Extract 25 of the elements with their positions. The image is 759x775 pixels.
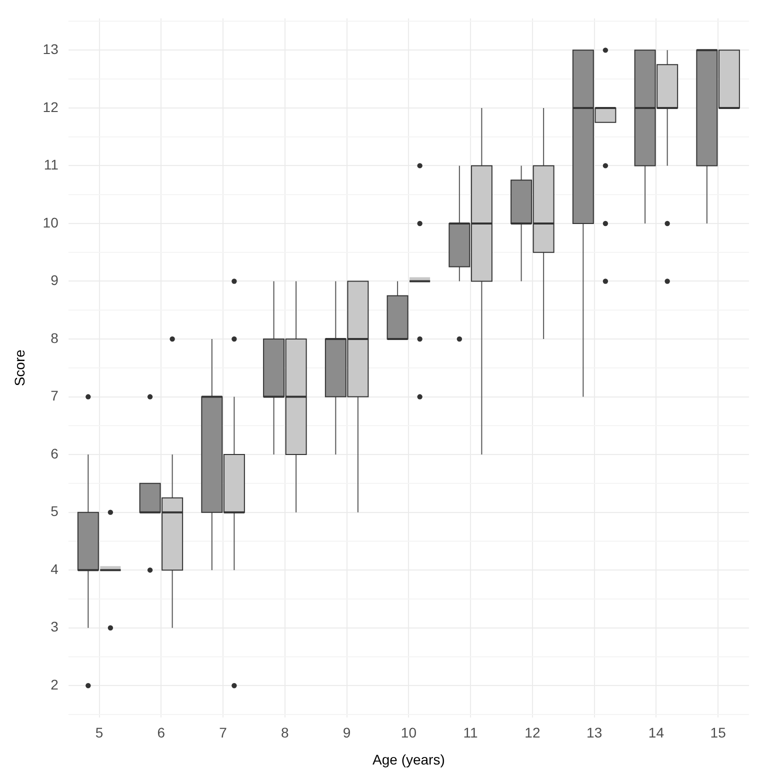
x-tick-label: 12 (524, 724, 540, 741)
x-tick-label: 14 (648, 724, 664, 741)
x-tick-label: 15 (710, 724, 726, 741)
y-tick-label: 6 (50, 445, 59, 462)
y-tick-label: 2 (50, 676, 59, 692)
x-tick-label: 5 (95, 724, 104, 741)
x-tick-label: 11 (463, 724, 478, 741)
y-tick-label: 8 (50, 330, 59, 346)
y-tick-label: 3 (50, 618, 59, 635)
y-tick-label: 13 (42, 41, 59, 58)
y-tick-label: 5 (50, 503, 59, 520)
y-tick-label: 12 (42, 98, 59, 115)
y-tick-label: 11 (44, 156, 59, 173)
x-tick-label: 6 (157, 724, 166, 741)
y-tick-label: 7 (50, 388, 59, 404)
x-tick-label: 8 (281, 724, 290, 741)
y-axis-title: Score (11, 349, 28, 386)
x-tick-label: 13 (586, 724, 602, 741)
y-tick-label: 10 (42, 214, 59, 230)
y-tick-label: 4 (50, 560, 59, 577)
x-axis-title: Age (years) (372, 751, 445, 768)
x-tick-label: 7 (219, 724, 228, 741)
y-tick-label: 9 (50, 272, 59, 288)
x-tick-label: 10 (400, 724, 417, 741)
x-tick-label: 9 (342, 724, 351, 741)
